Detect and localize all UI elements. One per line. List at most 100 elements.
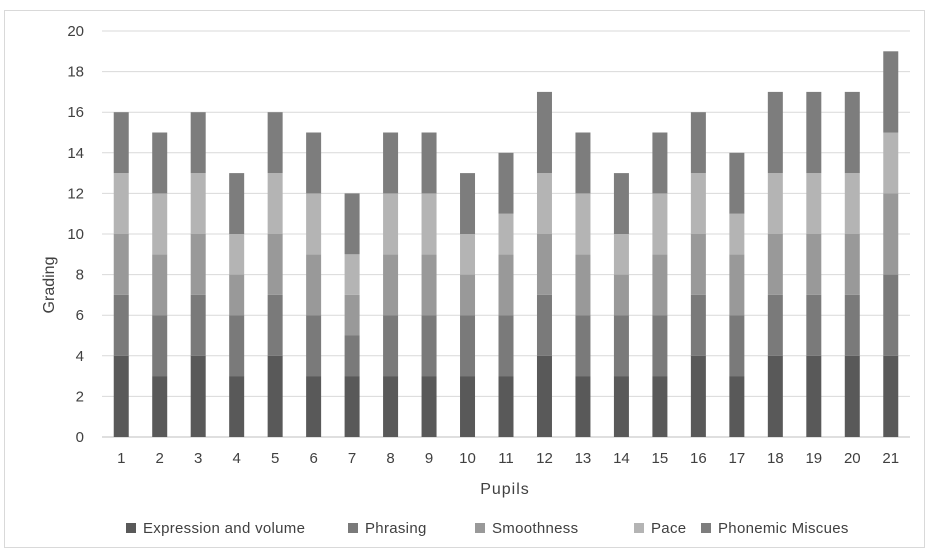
x-tick-label: 13 — [575, 450, 592, 467]
bar-segment — [229, 376, 245, 437]
x-tick-labels: 1 2 3 4 5 6 7 8 9 10 11 12 13 14 15 16 17 18 19 20 21 — [117, 450, 899, 467]
bar-segment — [113, 234, 129, 295]
x-tick-label: 14 — [613, 450, 630, 467]
bar-segment — [883, 274, 899, 356]
bar-segment — [613, 376, 629, 437]
y-tick-label: 20 — [67, 23, 84, 40]
legend-label: Pace — [651, 520, 686, 537]
bar-segment — [344, 193, 360, 255]
bar-segment — [767, 173, 783, 234]
bar-segment — [690, 173, 706, 234]
bar-segment — [306, 315, 322, 377]
x-tick-label: 8 — [386, 450, 394, 467]
bar-segment — [729, 376, 745, 437]
bar-segment — [344, 254, 360, 295]
bar-segment — [267, 234, 283, 295]
bar-segment — [383, 376, 399, 437]
x-tick-label: 12 — [536, 450, 553, 467]
bar-segment — [190, 234, 206, 295]
bar-segment — [844, 91, 860, 174]
bar-segment — [883, 132, 899, 194]
x-tick-label: 19 — [805, 450, 822, 467]
bar-segment — [575, 193, 591, 255]
bar-segment — [498, 213, 514, 255]
y-tick-label: 6 — [76, 307, 84, 324]
bar-segment — [613, 173, 629, 234]
bar-segment — [652, 254, 668, 316]
bar-segment — [652, 132, 668, 194]
y-tick-label: 0 — [76, 429, 84, 446]
y-tick-label: 8 — [76, 267, 84, 284]
bar-segment — [421, 132, 437, 194]
bar-segment — [844, 294, 860, 356]
bar-segment — [536, 173, 552, 234]
bar-segment — [498, 315, 514, 377]
bar-segment — [652, 193, 668, 255]
bar-segment — [460, 274, 476, 316]
bar-segment — [421, 315, 437, 377]
bar-segment — [806, 355, 822, 437]
y-tick-label: 4 — [76, 348, 84, 365]
bar-segment — [536, 355, 552, 437]
bar-segment — [113, 294, 129, 356]
bar-segment — [190, 294, 206, 356]
bar-segment — [344, 335, 360, 377]
bar-segment — [536, 234, 552, 295]
bar-segment — [383, 132, 399, 194]
y-axis-title: Grading — [41, 257, 58, 314]
bar-segment — [613, 274, 629, 316]
bar-segment — [421, 254, 437, 316]
bar-segment — [460, 315, 476, 377]
bar-segment — [267, 173, 283, 234]
x-axis-title: Pupils — [480, 481, 530, 498]
bar-segment — [498, 152, 514, 214]
bar-segment — [113, 112, 129, 174]
bar-segment — [498, 376, 514, 437]
bar-segment — [306, 254, 322, 316]
bar-segment — [229, 173, 245, 234]
bar-segment — [344, 294, 360, 336]
legend-label: Smoothness — [492, 520, 578, 537]
bar-segment — [844, 234, 860, 295]
bar-segment — [190, 173, 206, 234]
bar-segment — [844, 355, 860, 437]
legend-label: Phonemic Miscues — [718, 520, 849, 537]
y-tick-labels: 0 2 4 6 8 10 12 14 16 18 20 — [67, 23, 84, 446]
bar-segment — [690, 355, 706, 437]
bar-segment — [690, 112, 706, 174]
legend-swatch — [701, 523, 711, 533]
legend-label: Phrasing — [365, 520, 427, 537]
bar-segment — [844, 173, 860, 234]
bar-segment — [536, 294, 552, 356]
bar-segment — [806, 294, 822, 356]
x-tick-label: 20 — [844, 450, 861, 467]
bar-segment — [306, 193, 322, 255]
bar-segment — [421, 376, 437, 437]
bar-segment — [652, 376, 668, 437]
legend-swatch — [126, 523, 136, 533]
x-tick-label: 9 — [425, 450, 433, 467]
bar-segment — [498, 254, 514, 316]
bar-segment — [306, 376, 322, 437]
bar-segment — [883, 51, 899, 133]
bar-segment — [229, 274, 245, 316]
bar-segment — [190, 355, 206, 437]
bar-segment — [152, 254, 168, 316]
x-tick-label: 7 — [348, 450, 356, 467]
x-tick-label: 11 — [498, 450, 514, 467]
legend-swatch — [475, 523, 485, 533]
bar-segment — [229, 234, 245, 275]
bar-segment — [421, 193, 437, 255]
bar-segment — [767, 234, 783, 295]
x-tick-label: 2 — [156, 450, 164, 467]
bar-segment — [152, 193, 168, 255]
bar-segment — [575, 254, 591, 316]
bar-segment — [152, 376, 168, 437]
x-tick-label: 16 — [690, 450, 707, 467]
bar-segment — [152, 132, 168, 194]
x-tick-label: 3 — [194, 450, 202, 467]
bar-segment — [460, 234, 476, 275]
bar-segment — [460, 173, 476, 234]
y-tick-label: 10 — [67, 226, 84, 243]
bar-segment — [729, 213, 745, 255]
